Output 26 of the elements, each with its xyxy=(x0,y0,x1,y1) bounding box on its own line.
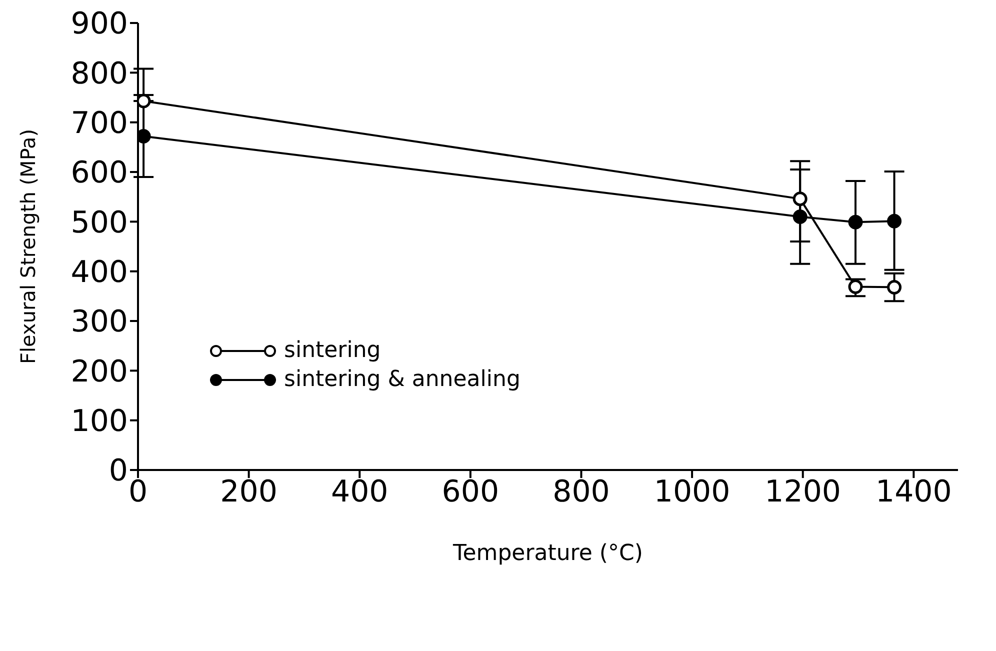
x-tick-label: 1200 xyxy=(764,474,842,510)
x-axis-title: Temperature (°C) xyxy=(452,541,643,566)
y-axis-title: Flexural Strength (MPa) xyxy=(16,128,40,364)
y-tick-label: 400 xyxy=(70,254,128,290)
y-tick-label: 700 xyxy=(70,106,128,141)
legend-label: sintering & annealing xyxy=(284,367,520,392)
legend-label: sintering xyxy=(284,338,381,363)
y-tick-label: 100 xyxy=(70,404,128,439)
point xyxy=(848,279,863,294)
x-tick-label: 400 xyxy=(330,474,388,510)
y-tick-label: 900 xyxy=(70,6,128,42)
x-tick-label: 1000 xyxy=(654,474,730,510)
point xyxy=(887,214,902,228)
point xyxy=(848,214,863,230)
y-tick-label: 600 xyxy=(70,156,128,191)
point xyxy=(887,280,902,294)
y-tick-label: 500 xyxy=(70,205,128,240)
x-tick-label: 200 xyxy=(220,474,278,510)
point xyxy=(792,209,808,224)
y-tick-label: 800 xyxy=(70,56,128,92)
x-tick-label: 800 xyxy=(552,474,610,510)
x-tick-label: 600 xyxy=(442,474,500,510)
point xyxy=(792,192,808,206)
y-tick-label: 200 xyxy=(70,354,128,390)
x-tick-label: 1400 xyxy=(875,474,952,510)
y-tick-label: 300 xyxy=(70,304,128,340)
